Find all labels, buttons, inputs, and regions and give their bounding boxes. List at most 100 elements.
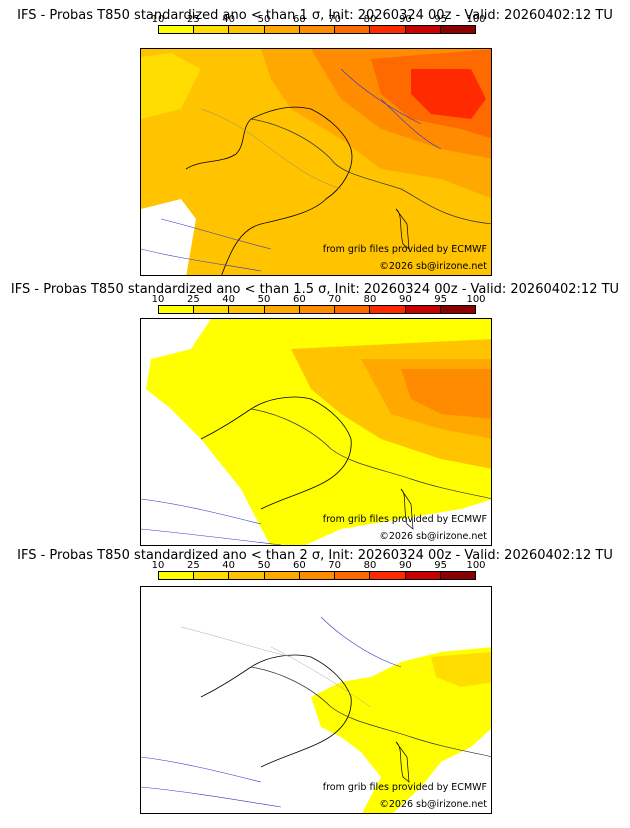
colorbar-tick-label: 80 (363, 560, 377, 571)
colorbar-swatches (158, 305, 476, 314)
site-credit: ©2026 sb@irizone.net (379, 799, 487, 810)
colorbar-tick-labels: 10 25 40 50 60 70 80 90 95 100 (152, 294, 486, 305)
panel-title: IFS - Probas T850 standardized ano < tha… (10, 282, 620, 297)
colorbar-swatch (370, 572, 406, 579)
coastline (200, 654, 352, 768)
colorbar-tick-label: 25 (186, 14, 200, 25)
colorbar-tick-label: 70 (328, 294, 342, 305)
colorbar-tick-labels: 10 25 40 50 60 70 80 90 95 100 (152, 560, 486, 571)
colorbar-swatch (264, 26, 300, 33)
colorbar-tick-label: 25 (186, 560, 200, 571)
colorbar-tick-label: 100 (466, 560, 486, 571)
river (340, 68, 442, 150)
colorbar-tick-label: 95 (434, 14, 448, 25)
country-border (250, 666, 491, 757)
colorbar-swatch (159, 572, 195, 579)
colorbar: 10 25 40 50 60 70 80 90 95 100 (152, 560, 486, 584)
country-border (250, 408, 491, 499)
colorbar-tick-label: 60 (292, 294, 306, 305)
map-panel-1: IFS - Probas T850 standardized ano < tha… (0, 0, 630, 276)
colorbar-swatch (440, 572, 475, 579)
colorbar-tick-label: 10 (151, 14, 165, 25)
colorbar-tick-label: 50 (257, 14, 271, 25)
colorbar-tick-label: 90 (398, 560, 412, 571)
colorbar-tick-label: 60 (292, 560, 306, 571)
river (141, 218, 272, 272)
probability-map: from grib files provided by ECMWF ©2026 … (140, 318, 492, 546)
colorbar-swatch (335, 572, 371, 579)
ecmwf-credit: from grib files provided by ECMWF (322, 244, 487, 255)
probability-map: from grib files provided by ECMWF ©2026 … (140, 48, 492, 276)
colorbar-swatch (159, 306, 195, 313)
colorbar-swatch (299, 572, 336, 579)
colorbar-swatch (370, 306, 406, 313)
colorbar-swatch (370, 26, 406, 33)
colorbar-tick-label: 70 (328, 560, 342, 571)
colorbar: 10 25 40 50 60 70 80 90 95 100 (152, 14, 486, 38)
prob-field-10 (311, 647, 491, 813)
panel-title: IFS - Probas T850 standardized ano < tha… (17, 548, 613, 563)
prob-field-25 (431, 652, 491, 687)
colorbar-swatch (299, 26, 336, 33)
prob-field-80 (411, 69, 486, 119)
island-corsica (395, 208, 410, 250)
river (141, 498, 282, 545)
colorbar-swatch (264, 572, 300, 579)
site-credit: ©2026 sb@irizone.net (379, 261, 487, 272)
prob-field-60 (401, 369, 491, 419)
colorbar-tick-labels: 10 25 40 50 60 70 80 90 95 100 (152, 14, 486, 25)
map-panel-3: IFS - Probas T850 standardized ano < tha… (0, 546, 630, 818)
prob-field-25 (141, 53, 201, 119)
colorbar-tick-label: 95 (434, 294, 448, 305)
region-border (180, 626, 372, 708)
colorbar-tick-label: 10 (151, 560, 165, 571)
colorbar-tick-label: 40 (222, 560, 236, 571)
colorbar-swatch (405, 26, 441, 33)
colorbar-tick-label: 80 (363, 294, 377, 305)
coastline (200, 396, 352, 510)
colorbar-swatches (158, 25, 476, 34)
map-panel-2: IFS - Probas T850 standardized ano < tha… (0, 276, 630, 548)
colorbar-swatch (159, 26, 195, 33)
colorbar-swatch (194, 572, 230, 579)
probability-map: from grib files provided by ECMWF ©2026 … (140, 586, 492, 814)
island-corsica (395, 741, 410, 783)
coastline (185, 106, 353, 275)
colorbar-swatch (264, 306, 300, 313)
colorbar-swatch (335, 306, 371, 313)
colorbar-tick-label: 10 (151, 294, 165, 305)
ecmwf-credit: from grib files provided by ECMWF (322, 782, 487, 793)
no-signal-area (141, 199, 196, 275)
island-corsica (400, 488, 414, 530)
map-svg (141, 319, 491, 545)
colorbar-swatch (440, 306, 475, 313)
colorbar-swatch (405, 306, 441, 313)
colorbar-tick-label: 100 (466, 294, 486, 305)
colorbar-swatch (194, 26, 230, 33)
colorbar-swatch (229, 572, 265, 579)
colorbar-tick-label: 90 (398, 294, 412, 305)
ecmwf-credit: from grib files provided by ECMWF (322, 514, 487, 525)
colorbar-tick-label: 70 (328, 14, 342, 25)
colorbar-swatch (440, 26, 475, 33)
colorbar-tick-label: 95 (434, 560, 448, 571)
colorbar-tick-label: 50 (257, 560, 271, 571)
panel-title: IFS - Probas T850 standardized ano < tha… (17, 8, 613, 23)
region-border (200, 108, 342, 190)
colorbar-swatch (194, 306, 230, 313)
colorbar-tick-label: 100 (466, 14, 486, 25)
colorbar-swatches (158, 571, 476, 580)
colorbar-swatch (335, 26, 371, 33)
colorbar-tick-label: 80 (363, 14, 377, 25)
colorbar-swatch (405, 572, 441, 579)
map-svg (141, 587, 491, 813)
colorbar-swatch (299, 306, 336, 313)
map-svg (141, 49, 491, 275)
site-credit: ©2026 sb@irizone.net (379, 531, 487, 542)
colorbar-tick-label: 90 (398, 14, 412, 25)
colorbar-tick-label: 40 (222, 14, 236, 25)
colorbar: 10 25 40 50 60 70 80 90 95 100 (152, 294, 486, 318)
river (141, 616, 402, 808)
colorbar-tick-label: 40 (222, 294, 236, 305)
colorbar-tick-label: 25 (186, 294, 200, 305)
